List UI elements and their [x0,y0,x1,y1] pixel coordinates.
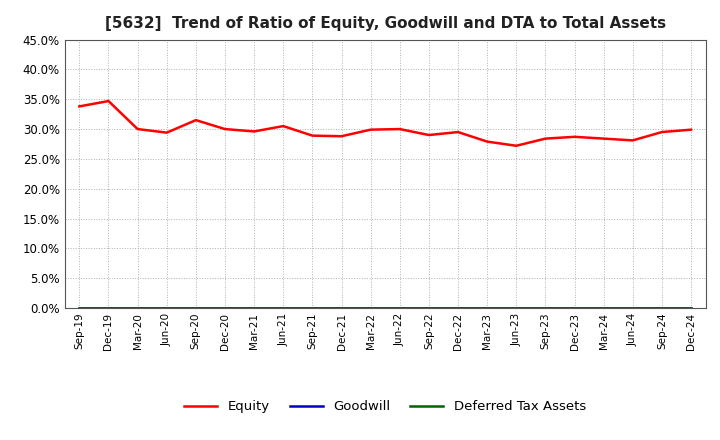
Deferred Tax Assets [75,305,84,311]
Deferred Tax Assets [133,305,142,311]
Equity [250,129,258,134]
Goodwill [250,305,258,311]
Equity [192,117,200,123]
Deferred Tax Assets [192,305,200,311]
Equity [541,136,550,141]
Equity [425,132,433,138]
Equity [483,139,492,144]
Goodwill [133,305,142,311]
Goodwill [687,305,696,311]
Deferred Tax Assets [512,305,521,311]
Line: Equity: Equity [79,101,691,146]
Equity [599,136,608,141]
Equity [337,134,346,139]
Deferred Tax Assets [599,305,608,311]
Goodwill [512,305,521,311]
Deferred Tax Assets [163,305,171,311]
Goodwill [308,305,317,311]
Goodwill [192,305,200,311]
Deferred Tax Assets [308,305,317,311]
Deferred Tax Assets [104,305,113,311]
Deferred Tax Assets [657,305,666,311]
Deferred Tax Assets [395,305,404,311]
Goodwill [599,305,608,311]
Equity [163,130,171,135]
Goodwill [629,305,637,311]
Deferred Tax Assets [250,305,258,311]
Equity [133,126,142,132]
Deferred Tax Assets [337,305,346,311]
Equity [104,99,113,104]
Deferred Tax Assets [541,305,550,311]
Goodwill [75,305,84,311]
Equity [687,127,696,132]
Equity [279,124,287,129]
Deferred Tax Assets [279,305,287,311]
Equity [75,104,84,109]
Goodwill [279,305,287,311]
Equity [308,133,317,138]
Goodwill [541,305,550,311]
Deferred Tax Assets [425,305,433,311]
Goodwill [483,305,492,311]
Deferred Tax Assets [687,305,696,311]
Equity [570,134,579,139]
Equity [220,126,229,132]
Deferred Tax Assets [220,305,229,311]
Deferred Tax Assets [366,305,375,311]
Goodwill [220,305,229,311]
Equity [366,127,375,132]
Legend: Equity, Goodwill, Deferred Tax Assets: Equity, Goodwill, Deferred Tax Assets [179,395,591,419]
Deferred Tax Assets [629,305,637,311]
Goodwill [337,305,346,311]
Goodwill [366,305,375,311]
Deferred Tax Assets [483,305,492,311]
Title: [5632]  Trend of Ratio of Equity, Goodwill and DTA to Total Assets: [5632] Trend of Ratio of Equity, Goodwil… [104,16,666,32]
Goodwill [163,305,171,311]
Equity [629,138,637,143]
Goodwill [395,305,404,311]
Equity [512,143,521,148]
Equity [657,129,666,135]
Goodwill [657,305,666,311]
Goodwill [570,305,579,311]
Deferred Tax Assets [570,305,579,311]
Goodwill [454,305,462,311]
Goodwill [425,305,433,311]
Equity [395,126,404,132]
Deferred Tax Assets [454,305,462,311]
Equity [454,129,462,135]
Goodwill [104,305,113,311]
